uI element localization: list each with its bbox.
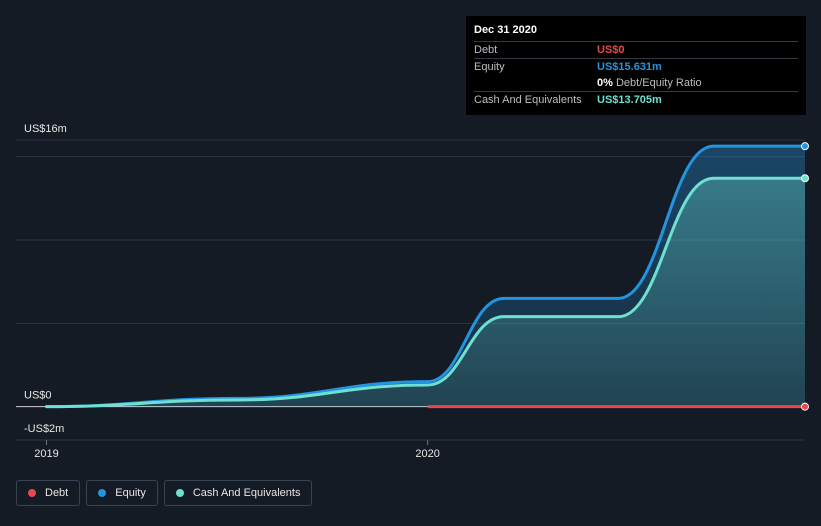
debt-dot-icon [28,489,36,497]
equity-dot-icon [98,489,107,497]
equity-end-point [801,142,809,151]
debt-end-point [801,402,809,411]
tooltip-cash-value: US$13.705m [597,94,662,106]
y-tick-label: -US$2m [24,423,64,435]
cash-line [44,176,807,409]
legend: Debt Equity Cash And Equivalents [16,480,313,506]
legend-label-cash: Cash And Equivalents [192,487,301,499]
tooltip-debt-label: Debt [474,44,498,56]
legend-item-cash[interactable]: Cash And Equivalents [163,480,313,506]
cash-end-point [801,174,809,183]
cash-area [46,178,806,407]
x-tick-label: 2020 [415,448,439,460]
tooltip-cash-label: Cash And Equivalents [474,94,582,106]
tooltip-debt-value: US$0 [597,44,625,56]
y-tick-label: US$0 [24,390,52,402]
equity-line [44,144,807,409]
legend-label-debt: Debt [45,487,69,499]
tooltip-equity-value: US$15.631m [597,61,662,73]
tooltip-row-debt: Debt US$0 [474,41,798,58]
legend-label-equity: Equity [115,487,146,499]
legend-item-debt[interactable]: Debt [16,480,81,506]
tooltip-date: Dec 31 2020 [474,24,537,36]
x-tick-label: 2019 [34,448,58,460]
tooltip-ratio-label: Debt/Equity Ratio [615,77,702,89]
y-tick-label: US$16m [24,123,67,135]
cash-dot-icon [175,489,184,497]
tooltip: Dec 31 2020 Debt US$0 Equity US$15.631m … [466,16,806,115]
tooltip-equity-label: Equity [474,61,505,73]
tooltip-row-cash: Cash And Equivalents US$13.705m [474,91,798,108]
legend-item-equity[interactable]: Equity [86,480,158,506]
tooltip-row-equity: Equity US$15.631m [474,58,798,75]
tooltip-ratio-value: 0% [597,77,613,89]
tooltip-row-ratio: 0% Debt/Equity Ratio [474,75,798,91]
